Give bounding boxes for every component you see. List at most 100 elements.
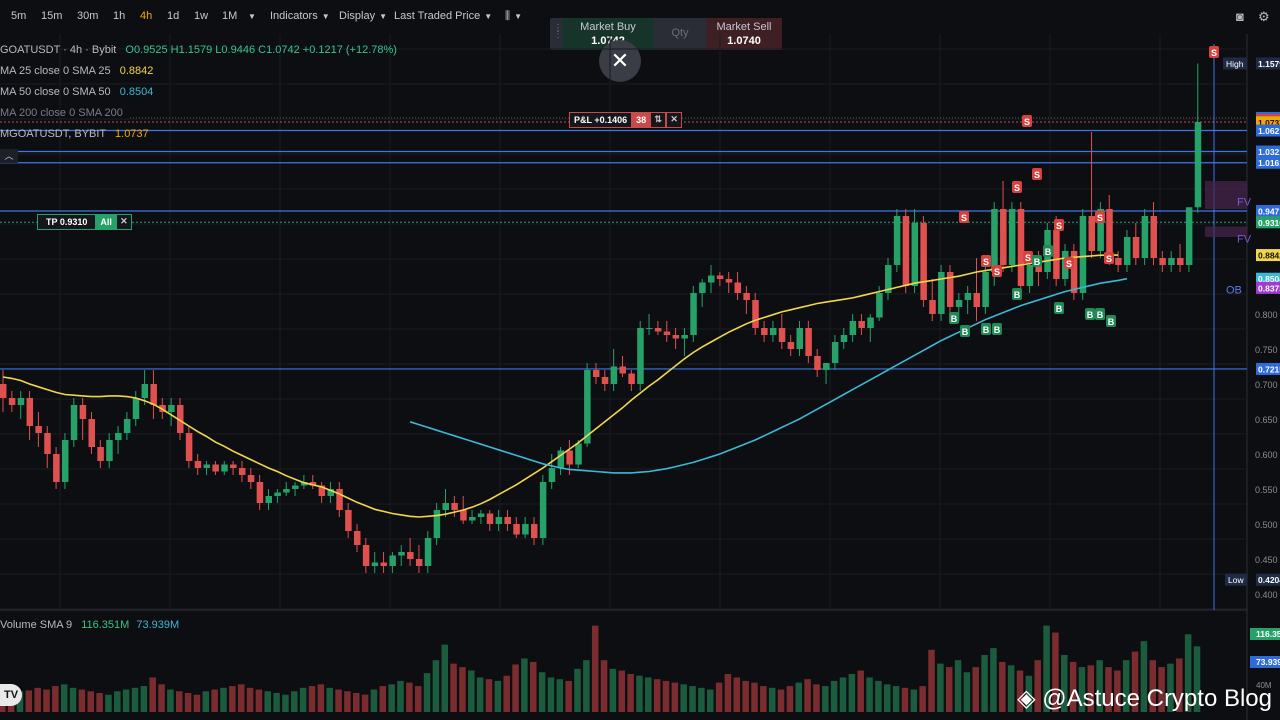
candle-body	[637, 328, 644, 384]
candle-body	[1123, 237, 1131, 265]
buy-signal-icon	[960, 325, 970, 337]
volume-bar	[680, 684, 687, 712]
candle-body	[973, 293, 980, 307]
camera-icon[interactable]: ◙	[1236, 9, 1244, 24]
signal-letter: B	[1108, 317, 1115, 327]
indicators-button[interactable]: Indicators ▼	[270, 10, 330, 22]
candle-body	[849, 321, 857, 335]
candle-body	[823, 363, 830, 370]
reverse-position-icon[interactable]: ⇅	[650, 112, 667, 128]
volume-bar	[361, 694, 369, 712]
tradingview-logo-icon[interactable]: TV	[0, 684, 22, 706]
volume-bar	[875, 680, 882, 712]
candle-body	[885, 265, 892, 293]
candle-body	[398, 552, 405, 556]
timeframe-1d[interactable]: 1d	[167, 10, 180, 22]
candle-body	[168, 405, 175, 412]
timeframe-5m[interactable]: 5m	[11, 10, 27, 22]
ob-label: OB	[1226, 285, 1242, 297]
mark-value: 1.0737	[115, 128, 149, 140]
volume-bar	[450, 663, 457, 712]
mark-label: MGOATUSDT, BYBIT	[0, 128, 106, 140]
position-pnl-tag[interactable]: P&L +0.1406 38 ⇅ ✕	[569, 112, 683, 128]
volume-sma-tag	[1250, 656, 1280, 668]
candle-body	[690, 293, 697, 335]
volume-bar	[494, 680, 502, 712]
low-tag	[1225, 573, 1247, 586]
cancel-tp-icon[interactable]: ✕	[115, 214, 132, 230]
signal-letter: S	[1097, 213, 1103, 223]
tp-all-button[interactable]: All	[96, 214, 116, 230]
close-position-icon[interactable]: ✕	[666, 112, 683, 128]
candle-body	[1035, 265, 1042, 272]
candle-body	[159, 405, 166, 412]
axis-tick-label: 0.400	[1255, 590, 1278, 600]
volume-bar	[264, 691, 271, 712]
timeframe-1M[interactable]: 1M	[222, 10, 238, 22]
candle-body	[504, 517, 511, 524]
market-sell-label: Market Sell	[716, 21, 772, 33]
qty-input[interactable]: Qty	[671, 27, 689, 39]
timeframe-1h[interactable]: 1h	[113, 10, 126, 22]
candle-body	[734, 282, 742, 293]
candle-body	[796, 328, 803, 349]
volume-bar	[326, 687, 333, 712]
candle-body	[1000, 209, 1007, 265]
settings-icon[interactable]: ⚙	[1258, 9, 1270, 24]
moving-averages	[2, 254, 1128, 518]
volume-bar	[237, 684, 245, 712]
candle-body	[17, 398, 25, 405]
collapse-legend-icon[interactable]: ︿	[0, 149, 18, 163]
volume-bar	[813, 684, 820, 712]
candle-body	[132, 398, 140, 419]
sma50-label: MA 50 close 0 SMA 50	[0, 86, 111, 98]
candle-body	[1062, 251, 1069, 279]
indicators-label: Indicators	[270, 10, 318, 22]
timeframe-15m[interactable]: 15m	[41, 10, 63, 22]
volume-bar	[609, 668, 617, 712]
timeframe-30m[interactable]: 30m	[77, 10, 99, 22]
timeframe-4h[interactable]: 4h	[140, 10, 153, 22]
signal-letter: B	[962, 327, 969, 337]
candle-body	[1150, 216, 1157, 258]
candle-body	[522, 524, 529, 535]
volume-bar	[645, 677, 652, 712]
sma200-legend[interactable]: MA 200 close 0 SMA 200	[0, 107, 123, 119]
market-sell-button[interactable]: Market Sell 1.0740	[706, 18, 782, 50]
signal-letter: B	[1097, 310, 1104, 320]
drag-handle-icon[interactable]: ⋮ ⋮	[553, 23, 563, 40]
candle-body	[1141, 216, 1149, 258]
chart-type-button[interactable]: ⫼ ▼	[505, 10, 522, 23]
take-profit-tag[interactable]: TP 0.9310 All ✕	[37, 214, 132, 230]
candle-body	[672, 335, 680, 339]
timeframe-1w[interactable]: 1w	[194, 10, 209, 22]
price-type-select[interactable]: Last Traded Price ▼	[394, 10, 492, 22]
mark-price-legend[interactable]: MGOATUSDT, BYBIT 1.0737	[0, 128, 149, 140]
sell-signal-icon	[981, 255, 991, 267]
volume-bar	[406, 682, 413, 712]
volume-bar	[653, 679, 661, 712]
symbol-line: GOATUSDT · 4h · Bybit	[0, 44, 117, 56]
volume-bar	[724, 674, 732, 712]
candle-body	[61, 440, 69, 482]
close-icon[interactable]: ✕	[599, 40, 641, 82]
volume-bar	[414, 686, 422, 712]
display-button[interactable]: Display ▼	[339, 10, 387, 22]
volume-bar	[1007, 665, 1015, 712]
sma50-legend[interactable]: MA 50 close 0 SMA 50 0.8504	[0, 86, 153, 98]
volume-legend[interactable]: Volume SMA 9 116.351M 73.939M	[0, 619, 179, 631]
volume-bar	[919, 686, 926, 712]
candle-body	[35, 426, 42, 433]
ohlc-values: O0.9525 H1.1579 L0.9446 C1.0742 +0.1217 …	[125, 44, 397, 56]
volume-bar	[344, 691, 351, 712]
timeframe-more-chevron-icon[interactable]: ▼	[248, 12, 256, 21]
signal-letter: B	[1087, 310, 1094, 320]
volume-sma-tag-text: 73.939M	[1256, 657, 1280, 667]
candle-body	[247, 475, 255, 482]
volume-bar	[963, 672, 971, 712]
sma25-legend[interactable]: MA 25 close 0 SMA 25 0.8842	[0, 65, 153, 77]
symbol-legend: GOATUSDT · 4h · Bybit O0.9525 H1.1579 L0…	[0, 44, 397, 56]
